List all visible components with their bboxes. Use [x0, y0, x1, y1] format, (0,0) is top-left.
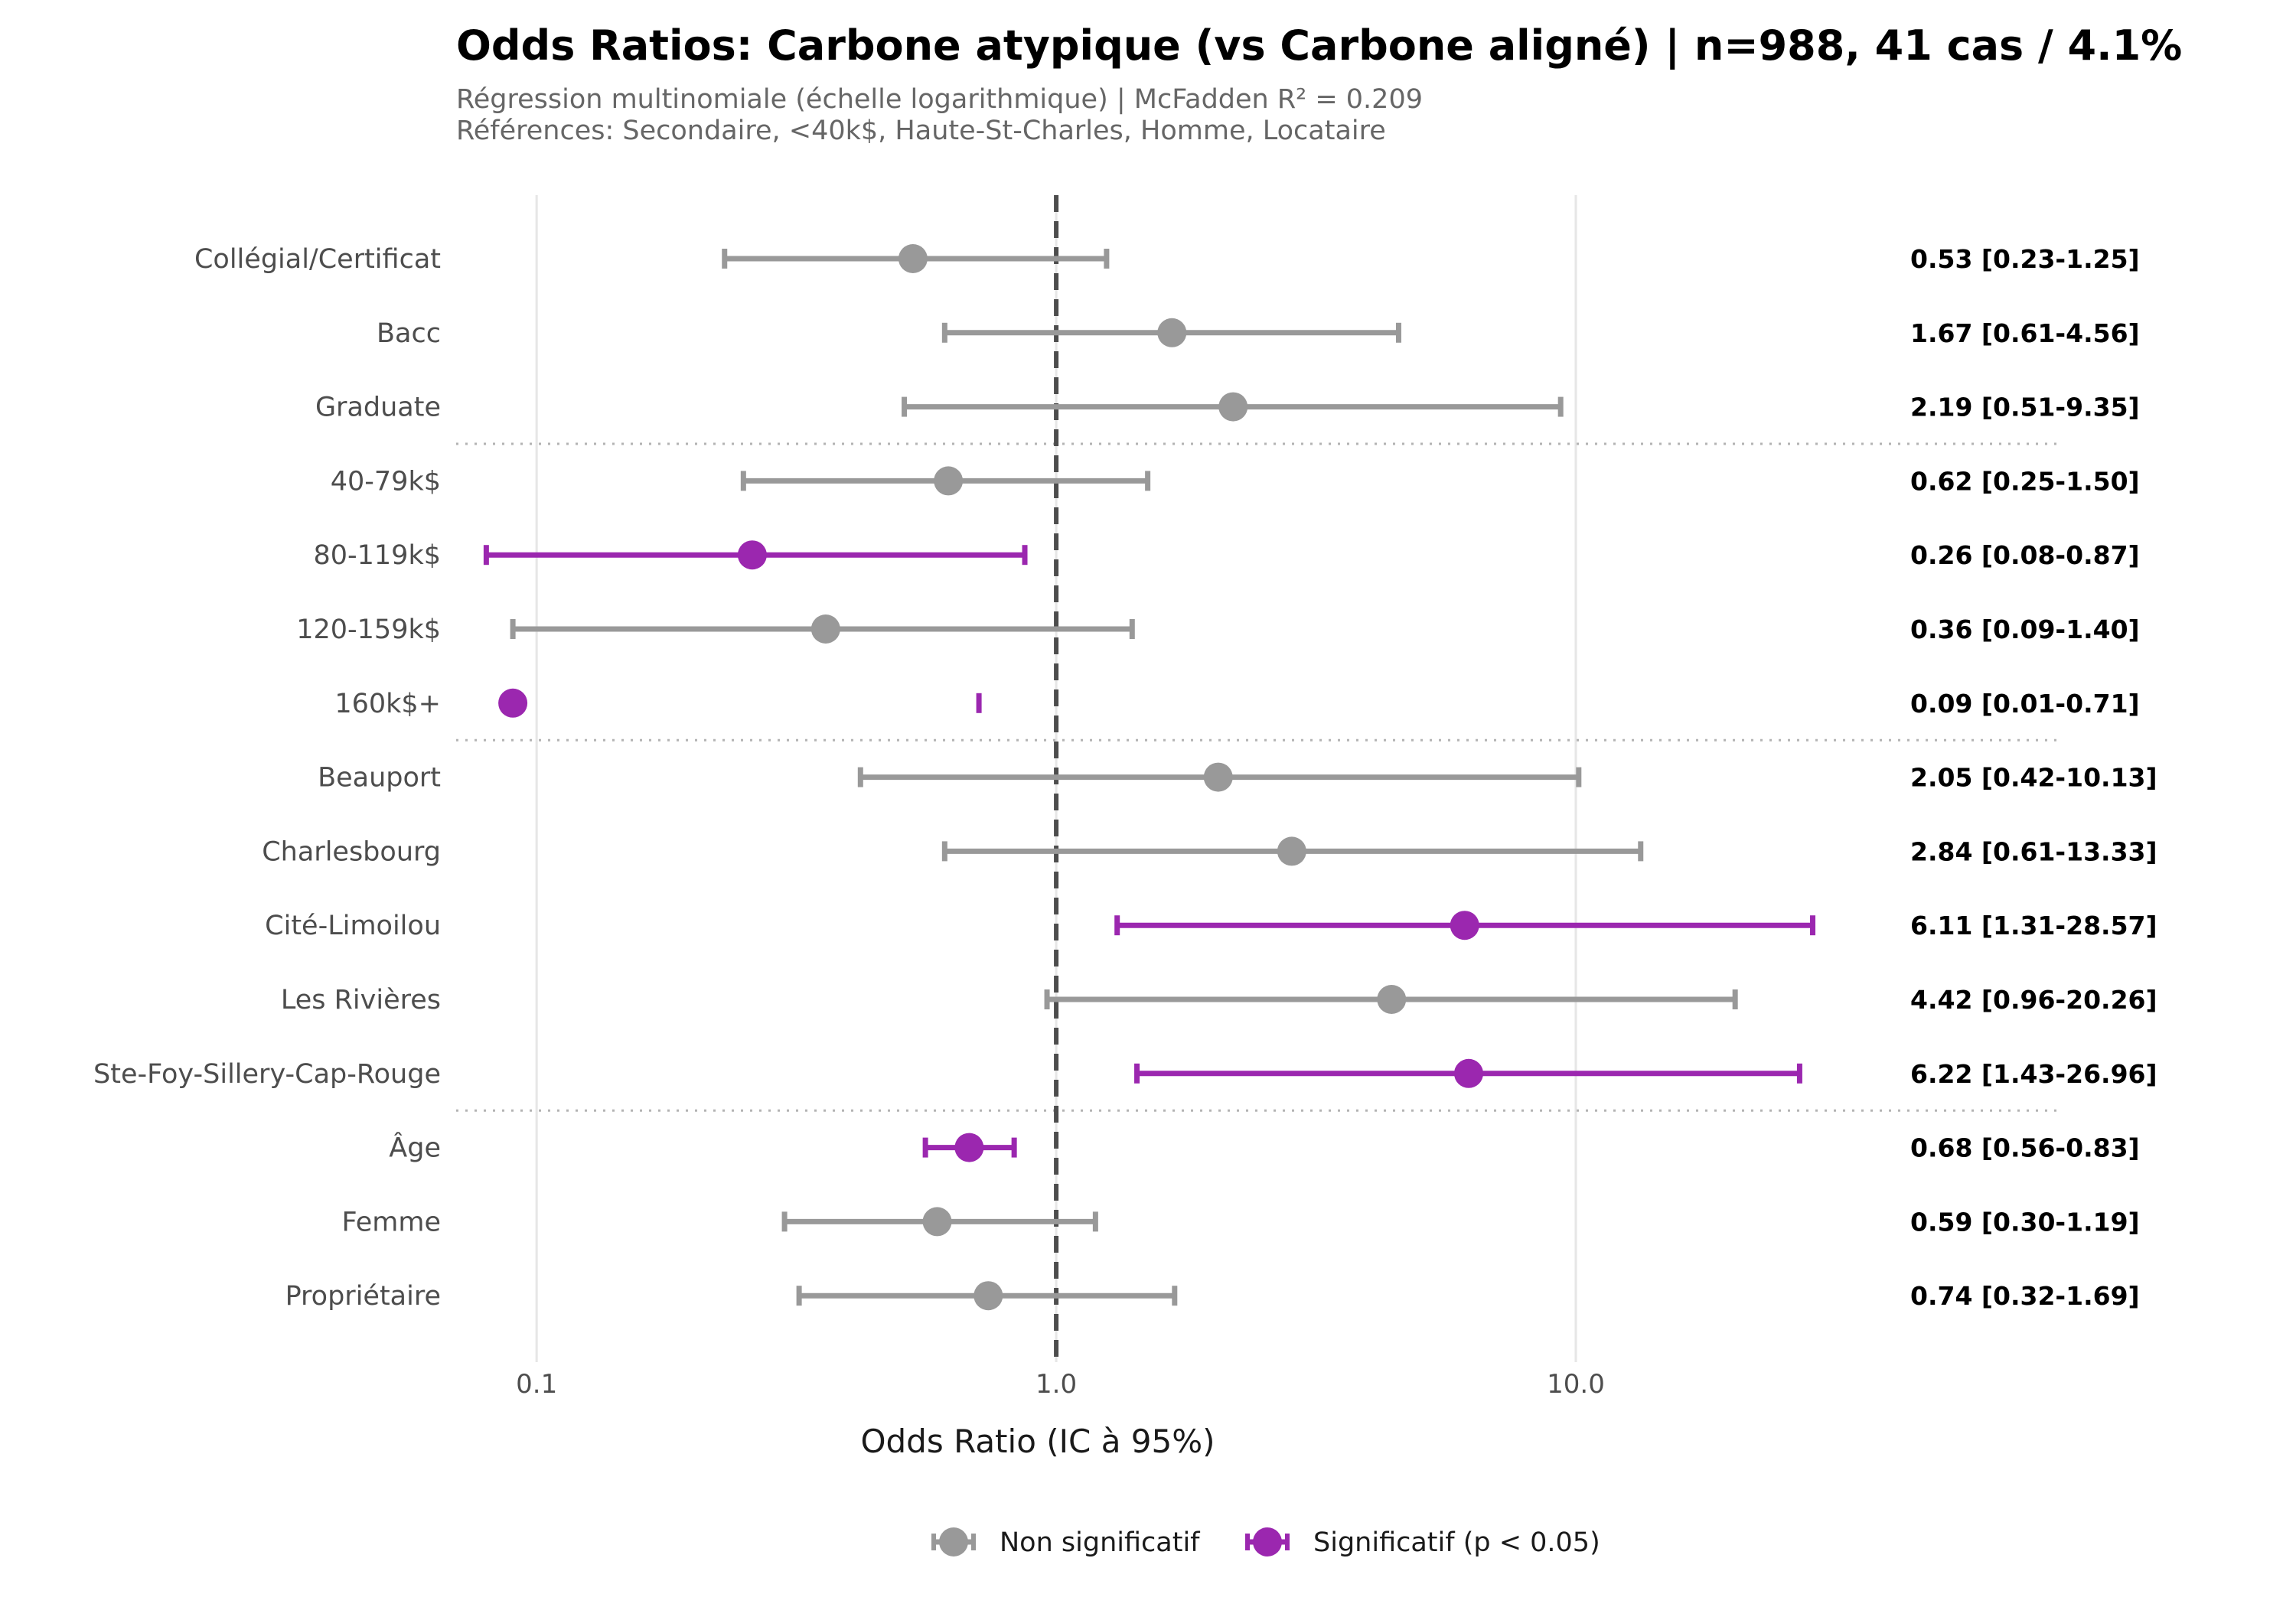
x-axis-title: Odds Ratio (IC à 95%) — [860, 1423, 1215, 1460]
point-estimate — [922, 1207, 952, 1237]
value-label: 6.11 [1.31-28.57] — [1910, 911, 2157, 940]
value-label: 0.26 [0.08-0.87] — [1910, 540, 2140, 570]
value-label: 0.59 [0.30-1.19] — [1910, 1207, 2140, 1237]
forest-row: 80-119k$ 0.26 [0.08-0.87] — [313, 540, 2140, 571]
point-estimate — [934, 466, 964, 496]
value-label: 2.05 [0.42-10.13] — [1910, 763, 2157, 793]
x-tick-label: 0.1 — [516, 1369, 557, 1400]
row-label: 40-79k$ — [331, 466, 441, 497]
row-label: Collégial/Certificat — [194, 244, 441, 275]
legend-label: Non significatif — [1000, 1527, 1200, 1558]
forest-rows: Collégial/Certificat 0.53 [0.23-1.25] Bacc… — [93, 244, 2157, 1312]
x-tick-label: 1.0 — [1035, 1369, 1077, 1400]
forest-row: 40-79k$ 0.62 [0.25-1.50] — [331, 466, 2140, 497]
forest-row: Ste-Foy-Sillery-Cap-Rouge 6.22 [1.43-26.9… — [93, 1058, 2157, 1090]
value-label: 6.22 [1.43-26.96] — [1910, 1059, 2157, 1089]
forest-row: Charlesbourg 2.84 [0.61-13.33] — [262, 836, 2157, 867]
row-label: 80-119k$ — [313, 540, 441, 571]
x-tick-label: 10.0 — [1547, 1369, 1605, 1400]
point-estimate — [1277, 836, 1306, 866]
row-label: Les Rivières — [281, 985, 441, 1015]
legend-label: Significatif (p < 0.05) — [1313, 1527, 1600, 1558]
forest-row: Cité-Limoilou 6.11 [1.31-28.57] — [265, 911, 2157, 941]
x-axis: 0.1 1.0 10.0 — [516, 1369, 1605, 1400]
forest-row: Les Rivières 4.42 [0.96-20.26] — [281, 985, 2157, 1015]
forest-row: Collégial/Certificat 0.53 [0.23-1.25] — [194, 244, 2140, 275]
legend-item: Non significatif — [931, 1527, 1200, 1558]
value-label: 4.42 [0.96-20.26] — [1910, 985, 2157, 1015]
value-label: 0.68 [0.56-0.83] — [1910, 1133, 2140, 1163]
point-estimate — [1450, 911, 1479, 940]
legend-point-swatch — [1253, 1527, 1282, 1556]
value-label: 2.84 [0.61-13.33] — [1910, 836, 2157, 866]
row-label: 120-159k$ — [296, 614, 441, 645]
legend: Non significatif Significatif (p < 0.05) — [931, 1527, 1600, 1558]
value-label: 0.74 [0.32-1.69] — [1910, 1281, 2140, 1311]
forest-row: Femme 0.59 [0.30-1.19] — [342, 1207, 2140, 1237]
forest-row: Propriétaire 0.74 [0.32-1.69] — [285, 1281, 2140, 1312]
row-label: Propriétaire — [285, 1281, 441, 1312]
point-estimate — [1203, 762, 1233, 792]
row-label: Bacc — [377, 318, 441, 349]
point-estimate — [1157, 318, 1187, 347]
row-label: Cité-Limoilou — [265, 911, 441, 941]
forest-row: 120-159k$ 0.36 [0.09-1.40] — [296, 614, 2140, 645]
chart-subtitle-line-2: Références: Secondaire, <40k$, Haute-St-… — [456, 116, 1386, 146]
forest-row: Âge 0.68 [0.56-0.83] — [389, 1132, 2139, 1164]
point-estimate — [1454, 1058, 1484, 1088]
forest-row: Bacc 1.67 [0.61-4.56] — [377, 318, 2140, 349]
forest-row: Graduate 2.19 [0.51-9.35] — [315, 392, 2140, 423]
point-estimate — [974, 1281, 1003, 1311]
chart-title: Odds Ratios: Carbone atypique (vs Carbon… — [456, 21, 2182, 70]
value-label: 0.62 [0.25-1.50] — [1910, 466, 2140, 496]
forest-row: Beauport 2.05 [0.42-10.13] — [318, 762, 2157, 794]
value-label: 1.67 [0.61-4.56] — [1910, 318, 2140, 348]
forest-row: 160k$+ 0.09 [0.01-0.71] — [334, 688, 2140, 719]
row-label: Ste-Foy-Sillery-Cap-Rouge — [93, 1059, 441, 1090]
row-label: Femme — [342, 1207, 441, 1237]
value-label: 0.53 [0.23-1.25] — [1910, 244, 2140, 274]
value-label: 0.36 [0.09-1.40] — [1910, 614, 2140, 644]
point-estimate — [737, 540, 767, 570]
value-label: 0.09 [0.01-0.71] — [1910, 689, 2140, 719]
point-estimate — [898, 244, 928, 273]
row-label: Charlesbourg — [262, 836, 441, 867]
value-label: 2.19 [0.51-9.35] — [1910, 393, 2140, 422]
row-label: Graduate — [315, 393, 441, 423]
chart-subtitle-line-1: Régression multinomiale (échelle logarit… — [456, 84, 1423, 115]
row-label: 160k$+ — [334, 689, 441, 719]
point-estimate — [498, 688, 528, 718]
legend-item: Significatif (p < 0.05) — [1245, 1527, 1600, 1558]
group-separators — [456, 442, 2059, 1112]
legend-point-swatch — [939, 1527, 968, 1556]
point-estimate — [810, 614, 840, 644]
point-estimate — [954, 1133, 984, 1162]
row-label: Beauport — [318, 763, 441, 794]
point-estimate — [1377, 985, 1407, 1014]
point-estimate — [1218, 392, 1248, 422]
row-label: Âge — [389, 1132, 441, 1164]
